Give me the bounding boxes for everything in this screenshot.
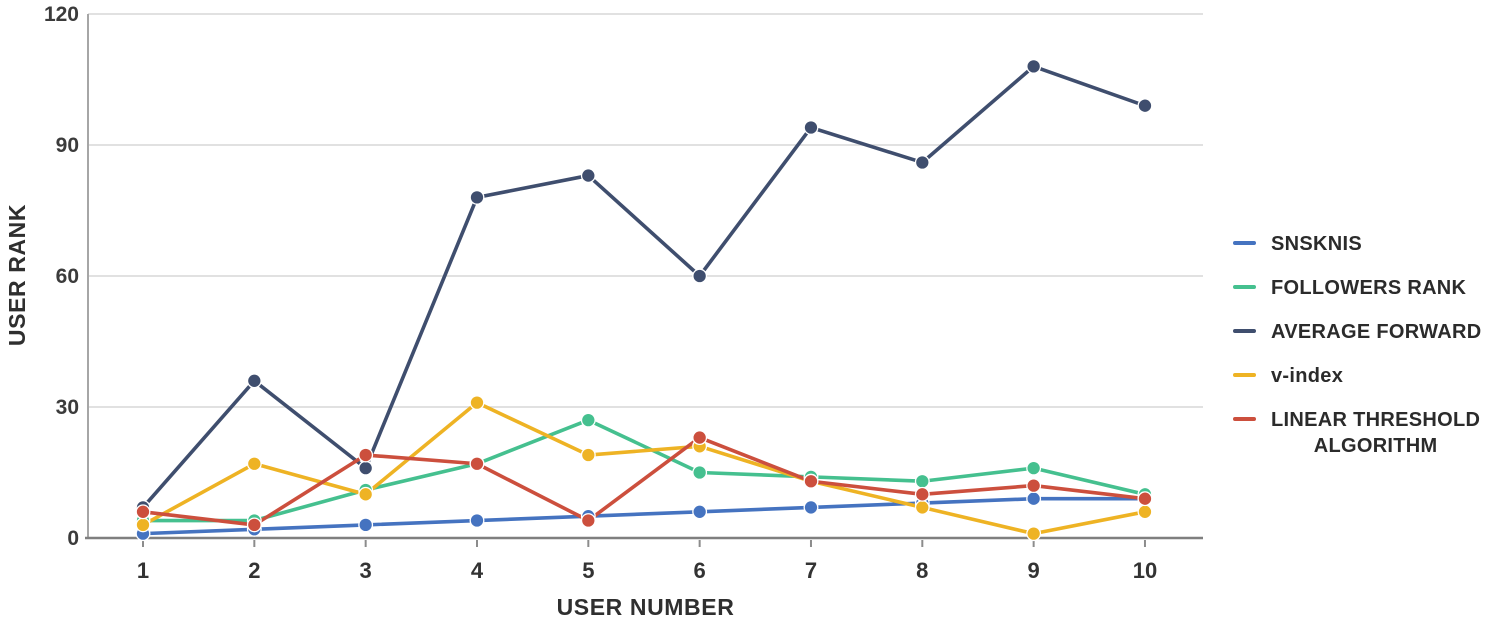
point-followers-rank-x8 bbox=[914, 473, 930, 489]
x-tick-label-1: 1 bbox=[137, 558, 149, 583]
legend-swatch-linear-threshold-icon bbox=[1233, 417, 1256, 421]
point-v-index-x1 bbox=[135, 517, 151, 533]
point-average-forward-x10 bbox=[1137, 98, 1153, 114]
point-v-index-x10 bbox=[1137, 504, 1153, 520]
point-linear-threshold-algorithm-x9 bbox=[1026, 478, 1042, 494]
x-tick-label-10: 10 bbox=[1133, 558, 1157, 583]
x-tick-label-2: 2 bbox=[248, 558, 260, 583]
point-average-forward-x3 bbox=[358, 460, 374, 476]
point-average-forward-x9 bbox=[1026, 58, 1042, 74]
x-tick-label-7: 7 bbox=[805, 558, 817, 583]
point-followers-rank-x9 bbox=[1026, 460, 1042, 476]
legend-label: SNSKNIS bbox=[1271, 233, 1363, 255]
y-tick-label-120: 120 bbox=[44, 3, 79, 26]
y-tick-label-0: 0 bbox=[67, 527, 79, 550]
point-average-forward-x6 bbox=[692, 268, 708, 284]
point-linear-threshold-algorithm-x10 bbox=[1137, 491, 1153, 507]
legend-label: v-index bbox=[1271, 365, 1344, 387]
point-snsknis-x7 bbox=[803, 499, 819, 515]
legend-label: AVERAGE FORWARD bbox=[1271, 321, 1482, 343]
point-average-forward-x5 bbox=[580, 168, 596, 184]
y-tick-label-90: 90 bbox=[56, 134, 79, 157]
legend-swatch-followers-rank-icon bbox=[1233, 285, 1256, 289]
x-tick-label-4: 4 bbox=[471, 558, 484, 583]
legend-label: FOLLOWERS RANK bbox=[1271, 277, 1467, 299]
x-tick-label-8: 8 bbox=[916, 558, 928, 583]
point-linear-threshold-algorithm-x7 bbox=[803, 473, 819, 489]
point-linear-threshold-algorithm-x5 bbox=[580, 513, 596, 528]
point-v-index-x4 bbox=[469, 395, 485, 411]
legend-item-average-forward: AVERAGE FORWARD bbox=[1233, 319, 1505, 345]
legend-swatch-v-index-icon bbox=[1233, 373, 1256, 377]
point-snsknis-x6 bbox=[692, 504, 708, 520]
legend-item-linear-threshold-algorithm: LINEAR THRESHOLD ALGORITHM bbox=[1233, 407, 1505, 459]
point-linear-threshold-algorithm-x6 bbox=[692, 430, 708, 446]
point-average-forward-x7 bbox=[803, 120, 819, 135]
point-average-forward-x2 bbox=[246, 373, 262, 389]
point-v-index-x9 bbox=[1026, 526, 1042, 542]
legend-item-snsknis: SNSKNIS bbox=[1233, 231, 1505, 257]
x-tick-label-5: 5 bbox=[582, 558, 594, 583]
x-axis-title: USER NUMBER bbox=[556, 594, 735, 620]
x-tick-label-6: 6 bbox=[694, 558, 706, 583]
point-average-forward-x4 bbox=[469, 189, 485, 205]
point-linear-threshold-algorithm-x1 bbox=[135, 504, 151, 520]
legend-item-v-index: v-index bbox=[1233, 363, 1505, 389]
point-linear-threshold-algorithm-x8 bbox=[914, 486, 930, 502]
point-v-index-x5 bbox=[580, 447, 596, 463]
legend: SNSKNIS FOLLOWERS RANK AVERAGE FORWARD v… bbox=[1233, 231, 1505, 459]
point-linear-threshold-algorithm-x3 bbox=[358, 447, 374, 463]
point-v-index-x3 bbox=[358, 486, 374, 502]
legend-label: LINEAR THRESHOLD ALGORITHM bbox=[1271, 409, 1481, 457]
point-snsknis-x3 bbox=[358, 517, 374, 533]
point-linear-threshold-algorithm-x2 bbox=[246, 517, 262, 533]
line-snsknis bbox=[141, 496, 1147, 536]
y-tick-label-60: 60 bbox=[56, 265, 79, 288]
line-linear-threshold-algorithm bbox=[141, 435, 1147, 527]
y-tick-label-30: 30 bbox=[56, 396, 79, 419]
point-followers-rank-x5 bbox=[580, 412, 596, 428]
point-v-index-x8 bbox=[914, 499, 930, 515]
line-average-forward bbox=[141, 64, 1147, 510]
x-tick-label-3: 3 bbox=[360, 558, 372, 583]
x-tick-label-9: 9 bbox=[1028, 558, 1040, 583]
point-snsknis-x9 bbox=[1026, 491, 1042, 507]
point-average-forward-x8 bbox=[914, 155, 930, 170]
legend-swatch-snsknis-icon bbox=[1233, 241, 1256, 245]
line-followers-rank bbox=[141, 418, 1147, 523]
point-followers-rank-x6 bbox=[692, 465, 708, 480]
line-v-index bbox=[141, 400, 1147, 536]
plot-area: 1 2 3 4 5 6 7 8 9 10 0 30 60 90 120 bbox=[44, 3, 1203, 583]
point-v-index-x2 bbox=[246, 456, 262, 472]
point-snsknis-x4 bbox=[469, 513, 485, 528]
legend-item-followers-rank: FOLLOWERS RANK bbox=[1233, 275, 1505, 301]
point-linear-threshold-algorithm-x4 bbox=[469, 456, 485, 472]
legend-swatch-average-forward-icon bbox=[1233, 329, 1256, 333]
